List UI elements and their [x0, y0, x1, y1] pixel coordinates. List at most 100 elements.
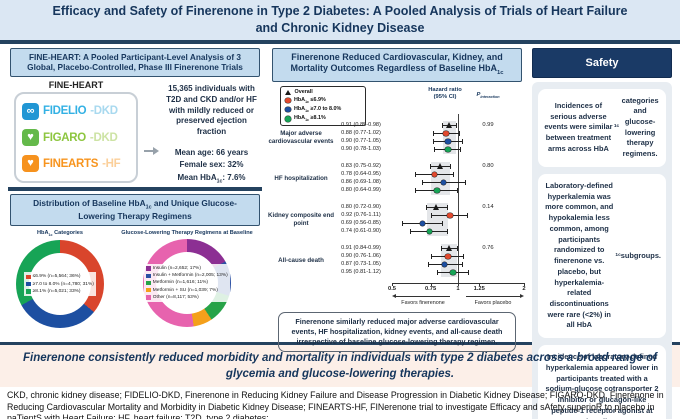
ci-cap	[433, 147, 435, 153]
ci-cap	[452, 172, 454, 178]
ci-cap	[447, 229, 449, 235]
hr-ci-value: 0.86 (0.69-1.08)	[341, 179, 381, 186]
ci-cap	[427, 262, 429, 268]
legend-item: Insulin (n=2,652; 17%)	[146, 265, 227, 272]
content: FINE-HEART: A Pooled Participant-Level A…	[0, 44, 680, 419]
subgroup-point-marker	[445, 146, 451, 153]
ci-cap	[415, 172, 416, 178]
legend-items: ≤6.9% (n=5,564; 36%) ≥7.0 to 8.0% (n=4,78…	[24, 272, 96, 296]
forest-note: Finerenone similarly reduced major adver…	[278, 311, 516, 352]
donut-legend: ≤6.9% (n=5,564; 36%) ≥7.0 to 8.0% (n=4,78…	[16, 240, 104, 328]
forest-legend-label: HbA1c ≤6.9%	[294, 97, 326, 105]
infinity-ribbon-icon: ∞	[22, 102, 39, 120]
trial-suffix: -DKD	[90, 105, 118, 118]
p-interaction-header: Pinteraction	[476, 91, 500, 99]
x-axis-tick	[392, 282, 393, 286]
subgroup-point-marker	[441, 261, 448, 268]
overall-ci-band	[442, 120, 457, 154]
legend-swatch	[26, 281, 31, 287]
legend-label: ≥8.1% (n=5,021; 33%)	[32, 288, 81, 294]
divider	[0, 40, 680, 44]
arrow-right-icon	[144, 119, 161, 183]
trial-name: FINEARTS	[43, 157, 99, 170]
favors-right-arrow	[466, 295, 520, 297]
population-column: 15,365 individuals with T2D and CKD and/…	[161, 79, 262, 185]
safety-body: Incidences of serious adverse events wer…	[532, 81, 672, 419]
trial-name: FIDELIO	[43, 105, 87, 118]
trial-logo-column: FINE-HEART ∞ FIDELIO -DKD ♥ FIGARO -DKD ♥ FINEA…	[8, 79, 144, 184]
population-stat-line: Mean HbA1c: 7.6%	[177, 172, 246, 185]
hr-ci-value: 0.69 (0.56-0.85)	[341, 220, 381, 227]
legend-swatch	[146, 287, 151, 293]
subgroup-point-marker	[445, 138, 451, 145]
subgroup-point-marker	[419, 220, 426, 227]
fine-heart-section: FINE-HEART: A Pooled Participant-Level A…	[8, 47, 262, 340]
reference-line	[458, 113, 459, 283]
divider	[0, 341, 680, 345]
donut-chart-title: Glucose-Lowering Therapy Regimens at Bas…	[121, 230, 253, 236]
ci-cap	[462, 262, 464, 268]
triangle-marker-icon	[285, 89, 291, 95]
x-axis-tick-label: 0.5	[387, 286, 397, 293]
hr-ci-value: 0.80 (0.72-0.90)	[341, 204, 381, 211]
ci-cap	[437, 270, 439, 276]
outcome-label: Kidney composite end point	[268, 211, 335, 227]
x-axis-tick-label: 0.75	[424, 286, 437, 293]
overall-point-marker	[445, 245, 452, 252]
x-axis-tick-label: 2	[522, 286, 526, 293]
legend-item: ≥7.0 to 8.0% (n=4,780; 31%)	[26, 281, 94, 288]
ci-cap	[455, 123, 457, 129]
donut-chart-title: HbA1c Categories	[36, 230, 83, 238]
fine-heart-body: FINE-HEART ∞ FIDELIO -DKD ♥ FIGARO -DKD ♥ FINEA…	[8, 79, 262, 185]
hr-ci-value: 0.74 (0.61-0.90)	[341, 228, 381, 235]
p-interaction-value: 0.14	[482, 204, 494, 211]
ci-cap	[415, 188, 416, 194]
trial-logo-box: ∞ FIDELIO -DKD ♥ FIGARO -DKD ♥ FINEARTS -HF	[14, 92, 138, 184]
population-stat-line: Female sex: 32%	[179, 160, 244, 170]
trial-suffix: -DKD	[89, 131, 118, 144]
p-interaction-value: 0.99	[482, 122, 494, 129]
trial-logo-row: ♥ FIGARO -DKD	[22, 129, 130, 147]
forest-legend-label: HbA1c ≥7.0 to 8.0%	[294, 106, 342, 114]
forest-legend-item: Overall	[285, 89, 361, 95]
legend-item: Metformin (n=1,616; 11%)	[146, 279, 227, 286]
donut-ring: ≤6.9% (n=5,564; 36%) ≥7.0 to 8.0% (n=4,78…	[16, 240, 104, 329]
x-axis-tick-label: 1	[456, 286, 460, 293]
donut-ring: Insulin (n=2,652; 17%) Insulin + Metformi…	[143, 239, 231, 327]
population-text: 15,365 individuals with T2D and CKD and/…	[166, 84, 257, 137]
subgroup-point-marker	[426, 228, 433, 235]
legend-swatch	[146, 273, 151, 279]
hr-ci-value: 0.90 (0.78-1.03)	[341, 146, 381, 153]
safety-card: Laboratory-defined hyperkalemia was more…	[538, 173, 666, 339]
legend-label: Insulin (n=2,652; 17%)	[152, 266, 201, 272]
ci-cap	[462, 139, 464, 145]
favors-finerenone-label: Favors finerenone	[401, 299, 445, 306]
legend-item: ≥8.1% (n=5,021; 33%)	[26, 288, 94, 295]
ci-cap	[432, 131, 434, 137]
hr-ci-value: 0.95 (0.81-1.12)	[341, 269, 381, 276]
divider	[8, 187, 262, 191]
distribution-panel-header: Distribution of Baseline HbA1c and Uniqu…	[10, 193, 260, 226]
favors-right-arrowhead-icon	[520, 293, 524, 298]
forest-legend-label: HbA1c ≥8.1%	[294, 115, 326, 123]
ci-cap	[440, 246, 442, 252]
favors-left-arrow	[396, 295, 450, 297]
overall-point-marker	[445, 122, 452, 129]
subgroup-point-marker	[450, 269, 456, 276]
overall-ci-band	[430, 161, 451, 195]
ci-cap	[463, 254, 465, 260]
legend-swatch	[146, 266, 151, 271]
ci-cap	[449, 164, 451, 170]
x-axis-tick	[430, 282, 432, 286]
population-stat-line: Mean age: 66 years	[174, 148, 249, 158]
subgroup-point-marker	[434, 187, 440, 194]
ci-cap	[432, 139, 434, 145]
ci-cap	[459, 131, 461, 137]
subgroup-point-marker	[447, 212, 453, 219]
donut-chart-2: Glucose-Lowering Therapy Regimens at Bas…	[112, 228, 262, 328]
population-stats: Mean age: 66 years Female sex: 32% Mean Hb…	[161, 147, 262, 185]
forest-legend-item: HbA1c ≥8.1%	[285, 115, 361, 122]
title-band: Efficacy and Safety of Finerenone in Typ…	[0, 0, 680, 40]
key-message: Finerenone consistently reduced morbidit…	[23, 352, 657, 381]
x-axis-tick	[524, 282, 525, 286]
